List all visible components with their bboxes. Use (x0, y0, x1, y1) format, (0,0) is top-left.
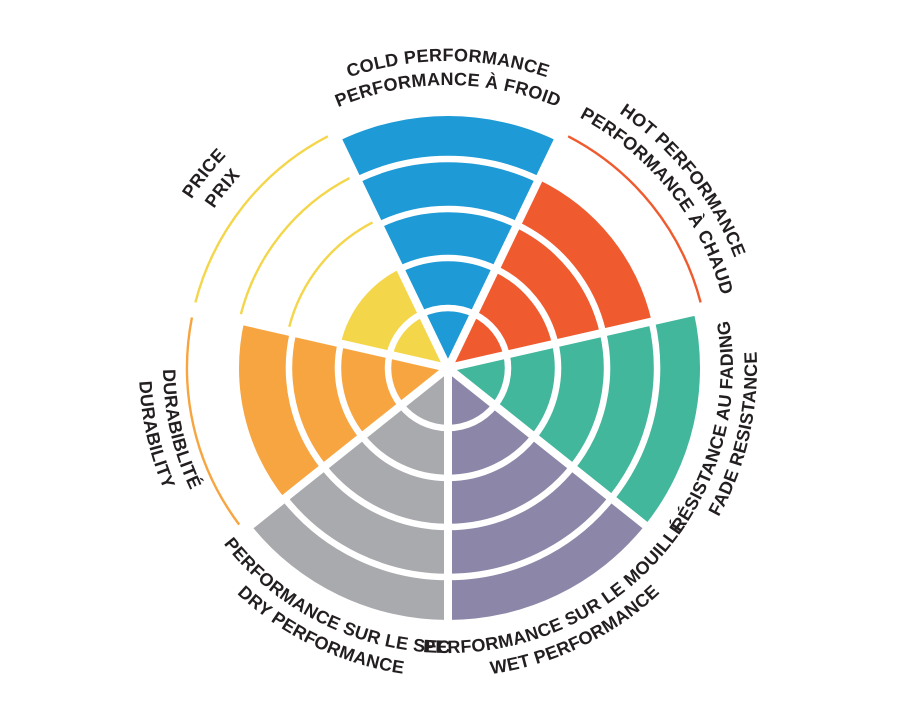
ring-separator (569, 331, 611, 470)
ring-outline-price (194, 135, 329, 303)
segment-label-hot-line1: HOT PERFORMANCE (617, 100, 750, 260)
segment-gap-spoke (445, 364, 652, 532)
ring-separator (492, 353, 512, 408)
ring-separator (531, 342, 562, 439)
segment-wedge-price (340, 268, 448, 368)
ring-separator (447, 496, 614, 581)
segment-gap-spoke (444, 134, 564, 370)
ring-separator (285, 331, 327, 470)
ring-separator (447, 465, 575, 531)
ring-separator (282, 496, 449, 581)
ring-separator (420, 304, 476, 317)
segment-gap-spoke (332, 134, 452, 370)
ring-outline-hot (567, 135, 702, 303)
ring-separators (282, 155, 661, 581)
segment-wedges (238, 116, 700, 620)
ring-outline-price (288, 221, 374, 328)
segment-gap-spoke (447, 306, 700, 372)
segment-gap-spokes (196, 134, 700, 625)
ring-separator (359, 434, 449, 482)
ring-separator (447, 434, 537, 482)
ring-separator (384, 353, 404, 408)
ring-outline-price (239, 176, 351, 315)
ring-separator (321, 465, 449, 531)
ring-separator (334, 342, 365, 439)
ring-separator (398, 254, 498, 272)
ring-separator (494, 265, 559, 345)
segment-gap-spoke (244, 364, 451, 532)
unfilled-ring-outlines (185, 135, 702, 526)
segment-gap-spoke (196, 306, 449, 372)
ring-separator (398, 403, 449, 432)
ring-separator (386, 311, 424, 356)
segment-label-text-hot-line1: HOT PERFORMANCE (617, 100, 750, 260)
ring-outline-durability (185, 317, 241, 526)
ring-separator (608, 320, 661, 501)
ring-separator (472, 311, 510, 356)
ring-separator (377, 205, 519, 228)
ring-separator (515, 221, 607, 334)
segment-wedge-cold (338, 116, 558, 368)
ring-separator (355, 155, 541, 183)
ring-separator (447, 403, 498, 432)
